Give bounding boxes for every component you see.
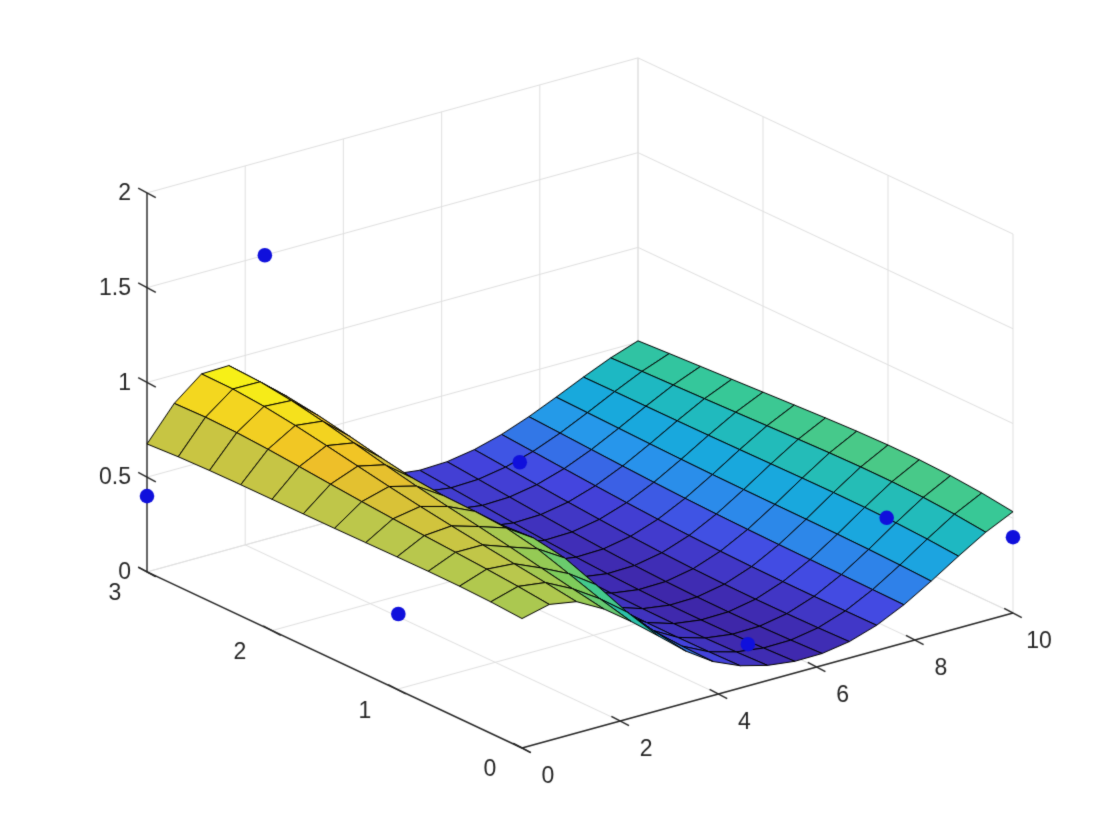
surface-plot-canvas bbox=[0, 0, 1120, 840]
figure-root bbox=[0, 0, 1120, 840]
